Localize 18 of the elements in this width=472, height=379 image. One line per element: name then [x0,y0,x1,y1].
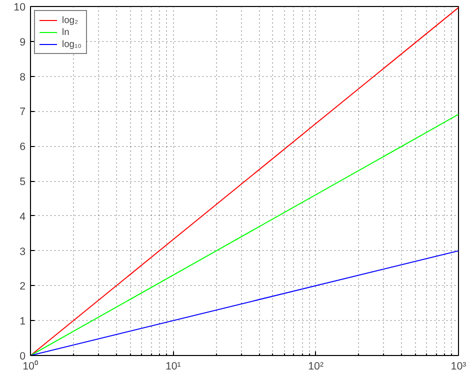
y-tick-label: 9 [20,36,26,48]
legend-label: ln [62,27,70,37]
x-tick-label: 10³ [450,360,467,372]
y-tick-label: 1 [20,316,26,328]
y-tick-label: 6 [20,141,26,154]
y-tick-label: 2 [20,280,26,293]
y-tick-label: 10 [14,2,26,14]
y-tick-label: 4 [20,210,26,223]
y-tick-label: 7 [20,106,26,118]
x-tick-label: 10² [308,360,324,372]
y-tick-label: 8 [20,71,26,84]
x-tick-label: 10⁰ [22,360,38,372]
y-tick-label: 5 [20,176,26,188]
y-tick-label: 3 [20,246,26,258]
x-tick-label: 10¹ [165,360,182,372]
y-tick-label: 0 [20,350,26,362]
legend-label: log₁₀ [62,39,82,49]
legend-label: log₂ [62,15,80,25]
